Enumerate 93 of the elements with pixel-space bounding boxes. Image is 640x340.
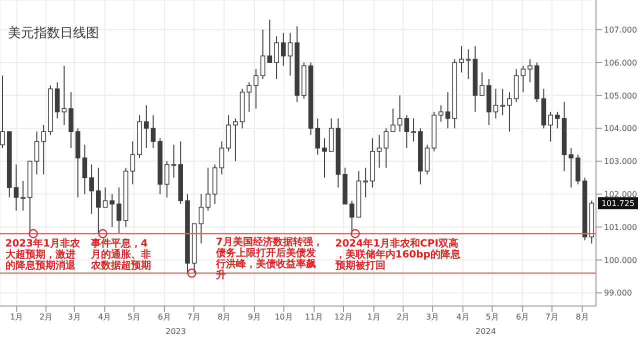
x-tick-label: 2月 xyxy=(39,312,53,322)
candlestick xyxy=(164,160,170,198)
candlestick xyxy=(246,82,252,112)
candlestick xyxy=(254,68,258,110)
candlestick xyxy=(480,72,484,96)
candlestick xyxy=(424,144,430,175)
candlestick xyxy=(445,92,450,129)
x-tick-label: 8月 xyxy=(218,312,231,322)
candlestick xyxy=(349,200,354,234)
annotation: 7月美国经济数据转强，债务上限打开后美债发行洪峰，美债收益率飙升 xyxy=(214,236,323,282)
candlestick xyxy=(14,164,19,212)
x-tick-label: 3月 xyxy=(68,312,81,322)
x-tick-label: 1月 xyxy=(367,312,380,322)
candlestick xyxy=(89,164,94,214)
candlestick xyxy=(274,36,279,80)
y-tick-label: 105.000 xyxy=(604,91,638,100)
candlestick xyxy=(233,118,238,162)
candlestick xyxy=(150,114,156,149)
y-tick-label: 99.000 xyxy=(604,288,632,298)
candlestick xyxy=(520,65,526,93)
candlestick xyxy=(315,118,320,156)
candlestick xyxy=(110,194,115,228)
x-tick-label: 8月 xyxy=(576,312,589,322)
x-tick-label: 7月 xyxy=(545,312,559,322)
candlestick xyxy=(568,148,574,188)
x-tick-label: 11月 xyxy=(305,312,324,322)
text: 2024 xyxy=(476,327,496,336)
x-tick-label: 12月 xyxy=(334,312,353,322)
candlestick xyxy=(171,144,176,178)
candlestick xyxy=(528,58,532,83)
y-tick-label: 104.000 xyxy=(604,124,638,134)
y-tick-label: 101.000 xyxy=(604,222,638,232)
annotation: 2023年1月非农大超预期，激进的降息预期消退 xyxy=(4,238,82,272)
text: 美元指数日线图 xyxy=(8,25,99,42)
candlestick xyxy=(363,167,368,198)
candlestick xyxy=(116,187,122,234)
candlestick xyxy=(322,138,327,178)
text: 2023 xyxy=(166,327,186,336)
y-tick-label: 100.000 xyxy=(604,256,638,265)
y-tick-label: 103.000 xyxy=(604,157,638,166)
candlestick xyxy=(507,92,512,132)
candlestick xyxy=(206,167,210,212)
annotation: 事件平息，4月的通胀、非农数据超预期 xyxy=(90,238,151,272)
x-tick-label: 1月 xyxy=(10,312,24,322)
candlestick xyxy=(493,88,498,119)
candlestick xyxy=(280,32,286,66)
candlestick xyxy=(438,104,444,122)
annotation: 2024年1月非农和CPI双高，美联储年内160bp的降息预期被打回 xyxy=(334,238,462,272)
candlestick xyxy=(54,82,60,119)
candlestick xyxy=(404,114,410,149)
x-tick-label: 9月 xyxy=(248,312,261,322)
candlestick xyxy=(328,118,334,152)
candlestick xyxy=(34,131,40,175)
candlestick xyxy=(384,128,389,168)
candlestick xyxy=(226,114,231,152)
candlestick xyxy=(376,134,382,168)
candlestick xyxy=(68,92,74,149)
candlestick xyxy=(288,32,293,76)
candlestick xyxy=(397,94,402,132)
candlestick xyxy=(514,68,519,102)
annotation: 101.725 xyxy=(601,199,635,208)
x-tick-label: 6月 xyxy=(158,312,171,322)
candlestick xyxy=(82,144,88,195)
candlestick xyxy=(102,187,108,208)
y-tick-label: 107.000 xyxy=(604,25,638,34)
x-tick-label: 2月 xyxy=(396,312,410,322)
x-tick-label: 6月 xyxy=(516,312,530,322)
x-tick-label: 5月 xyxy=(486,312,499,322)
candlestick xyxy=(500,88,506,116)
candlestick xyxy=(390,108,396,132)
x-tick-label: 5月 xyxy=(128,312,141,322)
candlestick xyxy=(144,104,149,149)
candlestick xyxy=(411,118,416,142)
candlestick xyxy=(555,111,560,129)
candlestick xyxy=(198,194,204,244)
candlestick xyxy=(459,46,464,73)
candlestick xyxy=(260,29,266,80)
candlestick xyxy=(20,180,26,212)
x-tick-label: 4月 xyxy=(98,312,112,322)
x-tick-label: 10月 xyxy=(274,312,293,322)
x-tick-label: 3月 xyxy=(426,312,440,322)
candlestick xyxy=(576,154,580,185)
y-tick-label: 102.000 xyxy=(604,190,638,199)
candlestick xyxy=(219,140,224,175)
x-tick-label: 4月 xyxy=(456,312,470,322)
candlestick xyxy=(62,65,67,126)
candlestick xyxy=(41,124,46,175)
candlestick xyxy=(96,167,101,234)
x-tick-label: 7月 xyxy=(187,312,200,322)
y-tick-label: 106.000 xyxy=(604,58,638,68)
candlestick xyxy=(548,111,553,142)
candlestick xyxy=(130,140,136,185)
candlestick xyxy=(267,19,272,64)
